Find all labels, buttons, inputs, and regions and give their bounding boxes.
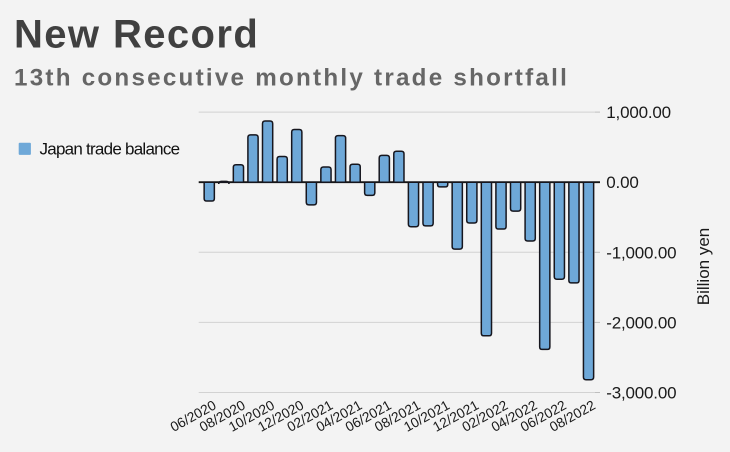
svg-text:Japan trade balance: Japan trade balance — [40, 140, 180, 159]
svg-text:-2,000.00: -2,000.00 — [606, 313, 676, 332]
svg-text:0.00: 0.00 — [606, 173, 638, 192]
svg-text:-1,000.00: -1,000.00 — [606, 243, 676, 262]
svg-text:New Record: New Record — [14, 12, 259, 56]
svg-text:1,000.00: 1,000.00 — [606, 103, 671, 122]
svg-text:-3,000.00: -3,000.00 — [606, 384, 676, 403]
svg-text:Billion yen: Billion yen — [694, 228, 713, 306]
svg-text:13th consecutive monthly trade: 13th consecutive monthly trade shortfall — [14, 65, 569, 92]
